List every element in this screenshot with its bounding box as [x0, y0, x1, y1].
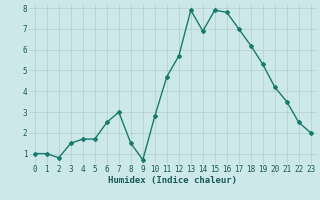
X-axis label: Humidex (Indice chaleur): Humidex (Indice chaleur): [108, 176, 237, 185]
